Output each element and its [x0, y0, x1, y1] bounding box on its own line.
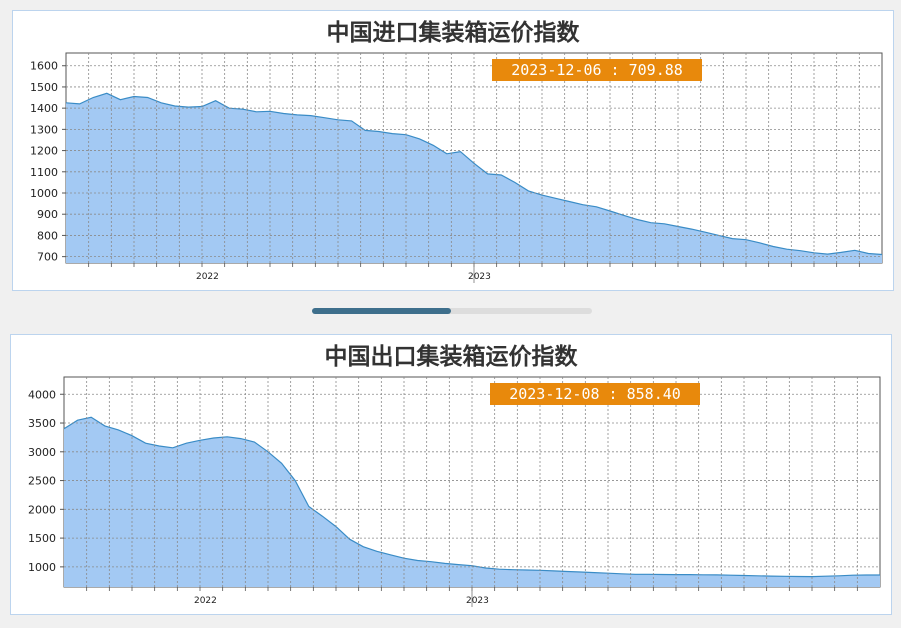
y-tick-label: 3500: [28, 417, 56, 430]
tooltip-text: 2023-12-06 : 709.88: [511, 61, 683, 79]
y-tick-label: 2500: [28, 475, 56, 488]
scrollbar[interactable]: [312, 308, 592, 314]
tooltip-text: 2023-12-08 : 858.40: [509, 385, 681, 403]
panel-separator: [0, 296, 901, 304]
y-tick-label: 1400: [30, 102, 58, 115]
chart-title: 中国出口集装箱运价指数: [324, 343, 578, 370]
import-index-panel: 中国进口集装箱运价指数 700 800 900 1000 1100 1200 1300 140…: [12, 10, 894, 291]
y-tick-label: 1000: [28, 561, 56, 574]
tooltip-badge: [492, 59, 702, 81]
x-tick-label: 2022: [194, 596, 217, 606]
import-index-chart[interactable]: 700 800 900 1000 1100 1200 1300 1400 1500 1600 202…: [13, 11, 895, 292]
y-tick-label: 1600: [30, 60, 58, 73]
scrollbar-thumb[interactable]: [312, 308, 451, 314]
y-tick-label: 1200: [30, 145, 58, 158]
y-tick-label: 1100: [30, 166, 58, 179]
x-tick-label: 2022: [196, 272, 219, 282]
y-tick-label: 900: [37, 208, 58, 221]
export-index-panel: 中国出口集装箱运价指数 1000 1500 2000 2500 3000 3500 4000…: [10, 334, 892, 615]
chart-title: 中国进口集装箱运价指数: [326, 19, 580, 46]
area-fill: [64, 417, 880, 587]
y-tick-label: 1500: [30, 81, 58, 94]
y-tick-label: 1500: [28, 532, 56, 545]
tooltip-badge: [490, 383, 700, 405]
x-tick-label: 2023: [468, 272, 491, 282]
y-tick-label: 1300: [30, 123, 58, 136]
y-tick-label: 700: [37, 251, 58, 264]
y-tick-label: 2000: [28, 503, 56, 516]
x-tick-label: 2023: [466, 596, 489, 606]
y-tick-label: 1000: [30, 187, 58, 200]
export-index-chart[interactable]: 1000 1500 2000 2500 3000 3500 4000 2022 2023 2023…: [11, 335, 893, 616]
y-tick-label: 3000: [28, 446, 56, 459]
y-tick-label: 4000: [28, 388, 56, 401]
y-tick-label: 800: [37, 229, 58, 242]
